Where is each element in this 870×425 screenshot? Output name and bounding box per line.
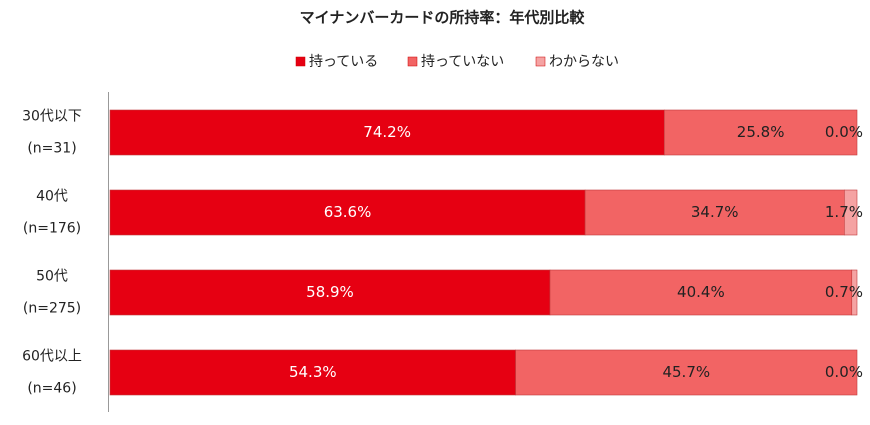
- bar-segment: [109, 189, 586, 236]
- category-label: 60代以上: [22, 349, 82, 365]
- legend-label: 持っている: [309, 54, 378, 70]
- chart-title: マイナンバーカードの所持率：年代別比較: [300, 9, 586, 27]
- legend-label: わからない: [549, 54, 619, 70]
- legend-label: 持っていない: [421, 54, 504, 70]
- category-label: 40代: [36, 189, 68, 205]
- category-label: 50代: [36, 269, 68, 285]
- legend-swatch: [295, 56, 306, 67]
- legend-swatch: [535, 56, 546, 67]
- data-label: 0.0%: [825, 123, 863, 141]
- bar-segment: [515, 349, 858, 396]
- bar-segment: [549, 269, 853, 316]
- data-label: 45.7%: [662, 363, 710, 381]
- data-label: 25.8%: [737, 123, 785, 141]
- bar-segment: [844, 189, 858, 236]
- bar-segment: [109, 349, 516, 396]
- category-note: (n=46): [27, 381, 76, 397]
- data-label: 58.9%: [306, 283, 354, 301]
- data-label: 40.4%: [677, 283, 725, 301]
- data-label: 63.6%: [324, 203, 372, 221]
- bar-segment: [109, 269, 551, 316]
- category-note: (n=176): [23, 221, 81, 237]
- data-label: 0.7%: [825, 283, 863, 301]
- data-label: 54.3%: [289, 363, 337, 381]
- data-label: 0.0%: [825, 363, 863, 381]
- data-label: 34.7%: [691, 203, 739, 221]
- bar-segment: [663, 109, 858, 156]
- category-label: 30代以下: [22, 109, 82, 125]
- category-note: (n=31): [27, 141, 76, 157]
- legend-swatch: [407, 56, 418, 67]
- data-label: 74.2%: [363, 123, 411, 141]
- bar-segment: [851, 269, 858, 316]
- data-label: 1.7%: [825, 203, 863, 221]
- category-note: (n=275): [23, 301, 81, 317]
- bar-segment: [109, 109, 665, 156]
